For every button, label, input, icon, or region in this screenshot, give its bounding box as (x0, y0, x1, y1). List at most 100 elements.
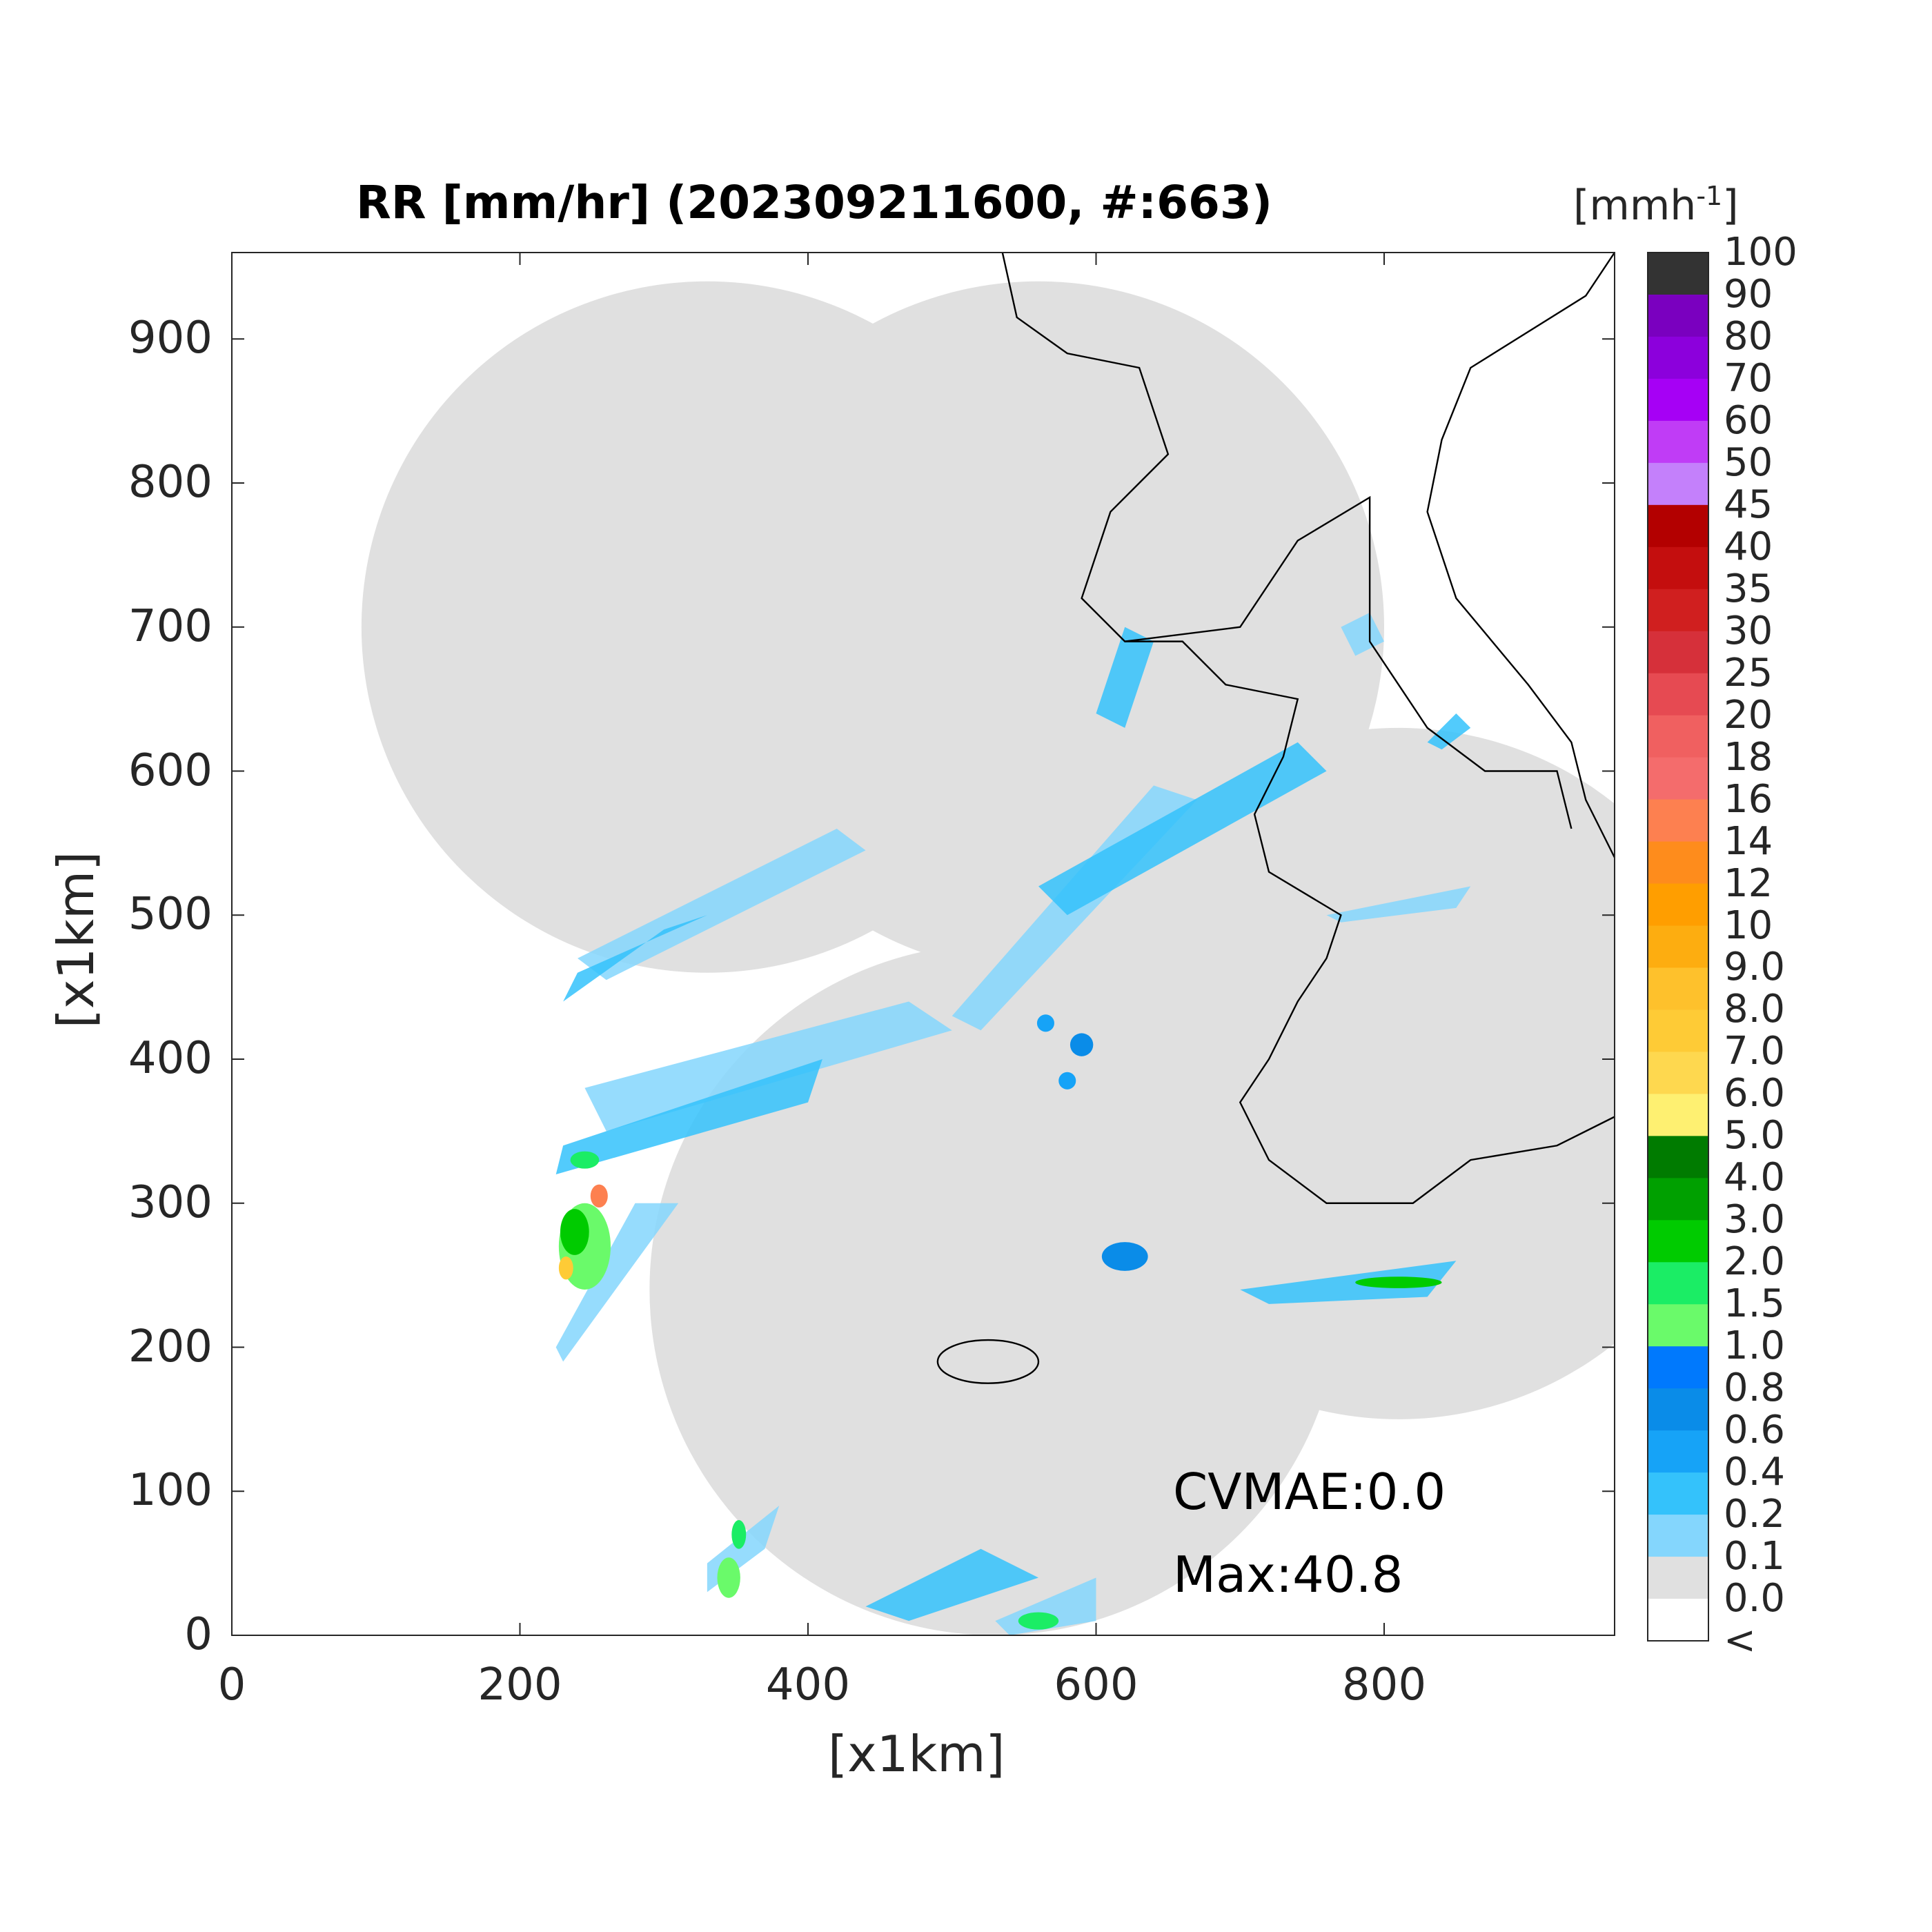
colorbar-tick-label: 1.5 (1724, 1281, 1786, 1327)
colorbar-swatch (1648, 1557, 1708, 1599)
x-tick-label: 0 (217, 1659, 246, 1711)
y-tick-label: 800 (128, 457, 213, 508)
colorbar-swatch (1648, 1178, 1708, 1221)
colorbar-tick-label: 12 (1724, 860, 1773, 906)
colorbar-swatch (1648, 967, 1708, 1010)
colorbar-swatch (1648, 799, 1708, 842)
precip-cell-9 (1101, 1242, 1148, 1271)
colorbar-swatch (1648, 546, 1708, 590)
colorbar-swatch (1648, 294, 1708, 337)
colorbar-tick-label: 35 (1724, 566, 1773, 611)
colorbar-tick-label: 16 (1724, 776, 1773, 822)
plot-frame (231, 252, 1615, 1636)
colorbar-swatch (1648, 504, 1708, 548)
x-axis-label: [x1km] (828, 1725, 1005, 1783)
colorbar-swatch (1648, 1094, 1708, 1136)
colorbar-swatch (1648, 1262, 1708, 1305)
precipitation-field (555, 612, 1471, 1635)
precip-region-2 (584, 1001, 952, 1132)
colorbar-tick-label: 8.0 (1724, 987, 1786, 1032)
y-tick-label: 200 (128, 1321, 213, 1372)
precip-region-14 (1427, 713, 1471, 750)
y-tick-label: 100 (128, 1465, 213, 1517)
colorbar-swatch (1648, 336, 1708, 379)
colorbar-tick-label: 40 (1724, 524, 1773, 569)
y-tick-label: 400 (128, 1033, 213, 1084)
jeju-island (936, 1339, 1040, 1384)
colorbar-swatch (1648, 1052, 1708, 1094)
y-tick-label: 300 (128, 1176, 213, 1228)
precip-region-4 (555, 1203, 679, 1362)
cvmae-annotation: CVMAE:0.0 (1173, 1463, 1446, 1521)
precip-region-3 (555, 1059, 822, 1174)
y-tick-label: 0 (184, 1609, 213, 1660)
colorbar-swatch (1648, 1515, 1708, 1557)
colorbar-tick-label: 2.0 (1724, 1239, 1786, 1285)
colorbar-tick-label: 0.8 (1724, 1366, 1786, 1411)
colorbar-tick-label: 0.4 (1724, 1450, 1786, 1495)
precip-region-7 (1096, 627, 1154, 728)
precip-cell-3 (590, 1184, 608, 1208)
axis-ticks (231, 253, 1615, 1636)
colorbar-tick-label: 14 (1724, 818, 1773, 864)
x-tick-label: 600 (1054, 1659, 1138, 1711)
colorbar-tick-label: 0.6 (1724, 1408, 1786, 1453)
y-tick-label: 500 (128, 889, 213, 940)
colorbar-tick-label: 0.0 (1724, 1576, 1786, 1621)
x-tick-label: 800 (1341, 1659, 1427, 1711)
precip-region-0 (578, 829, 866, 980)
colorbar-tick-label: 4.0 (1724, 1155, 1786, 1201)
colorbar-tick-label: 30 (1724, 608, 1773, 653)
y-axis-label: [x1km] (47, 851, 105, 1029)
precip-region-13 (1341, 612, 1384, 656)
coastline (936, 253, 1615, 1384)
precip-region-12 (1326, 886, 1471, 923)
colorbar-swatch (1648, 253, 1708, 295)
max-annotation: Max:40.8 (1173, 1546, 1403, 1604)
colorbar-tick-label: 1.0 (1724, 1323, 1786, 1369)
coverage-circle-3 (649, 944, 1341, 1635)
colorbar-tick-label: 45 (1724, 482, 1773, 527)
colorbar-tick-label: 90 (1724, 271, 1773, 317)
colorbar-swatch (1648, 378, 1708, 422)
colorbar-swatch (1648, 1346, 1708, 1389)
colorbar-tick-label: 0.1 (1724, 1534, 1786, 1579)
colorbar-tick-label: < (1724, 1618, 1756, 1663)
colorbar-swatch (1648, 589, 1708, 632)
colorbar-swatch (1648, 841, 1708, 885)
colorbar (1647, 252, 1709, 1642)
colorbar-swatch (1648, 1136, 1708, 1179)
colorbar-tick-label: 3.0 (1724, 1197, 1786, 1243)
colorbar-tick-label: 0.2 (1724, 1492, 1786, 1537)
y-tick-label: 700 (128, 600, 213, 652)
colorbar-swatch (1648, 462, 1708, 506)
y-tick-label: 600 (128, 745, 213, 796)
coastline-mainland (1001, 253, 1615, 1204)
y-tick-label: 900 (128, 313, 213, 364)
colorbar-tick-label: 25 (1724, 650, 1773, 696)
province-boundary (1125, 495, 1573, 829)
colorbar-tick-label: 9.0 (1724, 945, 1786, 990)
colorbar-tick-label: 5.0 (1724, 1113, 1786, 1159)
colorbar-swatch (1648, 883, 1708, 927)
radar-coverage (361, 281, 1615, 1635)
precip-cell-11 (1058, 1072, 1076, 1090)
colorbar-swatch (1648, 1430, 1708, 1473)
precip-cell-12 (1036, 1014, 1054, 1032)
precip-region-9 (865, 1548, 1038, 1621)
precip-region-11 (1240, 1261, 1457, 1304)
colorbar-swatch (1648, 715, 1708, 758)
colorbar-tick-label: 20 (1724, 692, 1773, 738)
colorbar-tick-label: 7.0 (1724, 1029, 1786, 1074)
x-tick-label: 400 (765, 1659, 851, 1711)
colorbar-tick-label: 80 (1724, 313, 1773, 359)
colorbar-tick-label: 10 (1724, 903, 1773, 948)
x-tick-label: 200 (477, 1659, 562, 1711)
precip-cell-7 (1018, 1612, 1059, 1630)
precip-cell-1 (560, 1209, 589, 1255)
precip-cell-5 (717, 1557, 740, 1598)
colorbar-swatch (1648, 673, 1708, 716)
precip-cell-10 (1070, 1033, 1094, 1056)
colorbar-swatch (1648, 1599, 1708, 1642)
